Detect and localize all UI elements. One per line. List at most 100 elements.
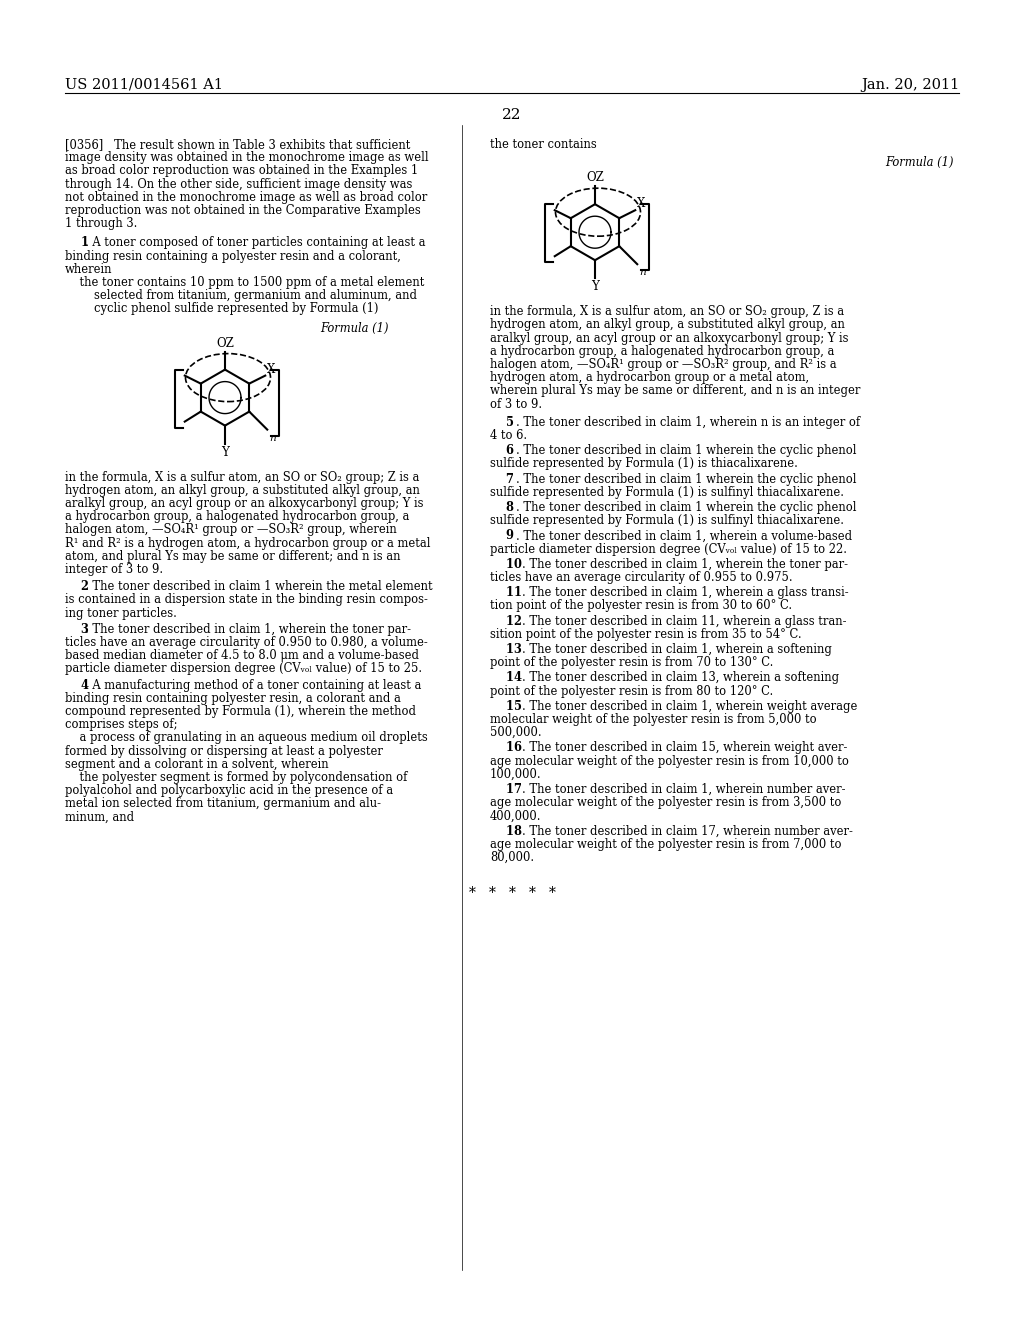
Text: a hydrocarbon group, a halogenated hydrocarbon group, a: a hydrocarbon group, a halogenated hydro… [490,345,835,358]
Text: ticles have an average circularity of 0.950 to 0.980, a volume-: ticles have an average circularity of 0.… [65,636,428,649]
Text: 9: 9 [490,529,514,543]
Text: Jan. 20, 2011: Jan. 20, 2011 [861,78,959,92]
Text: in the formula, X is a sulfur atom, an SO or SO₂ group, Z is a: in the formula, X is a sulfur atom, an S… [490,305,844,318]
Text: . The toner described in claim 1 wherein the cyclic phenol: . The toner described in claim 1 wherein… [516,445,856,457]
Text: integer of 3 to 9.: integer of 3 to 9. [65,564,163,576]
Text: . The toner described in claim 1, wherein the toner par-: . The toner described in claim 1, wherei… [85,623,411,636]
Text: cyclic phenol sulfide represented by Formula (1): cyclic phenol sulfide represented by For… [65,302,379,315]
Text: Formula (1): Formula (1) [885,156,953,169]
Text: n: n [639,268,646,277]
Text: particle diameter dispersion degree (CVᵥₒₗ value) of 15 to 25.: particle diameter dispersion degree (CVᵥ… [65,663,422,676]
Text: 22: 22 [502,108,522,121]
Text: binding resin containing a polyester resin and a colorant,: binding resin containing a polyester res… [65,249,400,263]
Text: point of the polyester resin is from 70 to 130° C.: point of the polyester resin is from 70 … [490,656,773,669]
Text: 2: 2 [65,581,89,593]
Text: n: n [269,433,275,442]
Text: polyalcohol and polycarboxylic acid in the presence of a: polyalcohol and polycarboxylic acid in t… [65,784,393,797]
Text: a hydrocarbon group, a halogenated hydrocarbon group, a: a hydrocarbon group, a halogenated hydro… [65,511,410,523]
Text: . The toner described in claim 15, wherein weight aver-: . The toner described in claim 15, where… [522,742,848,755]
Text: 8: 8 [490,502,514,513]
Text: 17: 17 [490,783,522,796]
Text: hydrogen atom, an alkyl group, a substituted alkyl group, an: hydrogen atom, an alkyl group, a substit… [65,484,420,496]
Text: metal ion selected from titanium, germanium and alu-: metal ion selected from titanium, german… [65,797,381,810]
Text: sulfide represented by Formula (1) is sulfinyl thiacalixarene.: sulfide represented by Formula (1) is su… [490,486,844,499]
Text: 13: 13 [490,643,522,656]
Text: wherein plural Ys may be same or different, and n is an integer: wherein plural Ys may be same or differe… [490,384,860,397]
Text: through 14. On the other side, sufficient image density was: through 14. On the other side, sufficien… [65,178,413,190]
Text: halogen atom, —SO₄R¹ group or —SO₃R² group, wherein: halogen atom, —SO₄R¹ group or —SO₃R² gro… [65,524,396,536]
Text: halogen atom, —SO₄R¹ group or —SO₃R² group, and R² is a: halogen atom, —SO₄R¹ group or —SO₃R² gro… [490,358,837,371]
Text: image density was obtained in the monochrome image as well: image density was obtained in the monoch… [65,152,429,164]
Text: 15: 15 [490,700,522,713]
Text: comprises steps of;: comprises steps of; [65,718,177,731]
Text: [0356]   The result shown in Table 3 exhibits that sufficient: [0356] The result shown in Table 3 exhib… [65,139,411,150]
Text: . The toner described in claim 1, wherein n is an integer of: . The toner described in claim 1, wherei… [516,416,860,429]
Text: the toner contains: the toner contains [490,139,597,150]
Text: reproduction was not obtained in the Comparative Examples: reproduction was not obtained in the Com… [65,205,421,216]
Text: 10: 10 [490,558,522,570]
Text: Formula (1): Formula (1) [319,322,388,334]
Text: . The toner described in claim 13, wherein a softening: . The toner described in claim 13, where… [522,672,839,684]
Text: hydrogen atom, a hydrocarbon group or a metal atom,: hydrogen atom, a hydrocarbon group or a … [490,371,809,384]
Text: X: X [267,363,275,376]
Text: X: X [637,197,645,210]
Text: . A manufacturing method of a toner containing at least a: . A manufacturing method of a toner cont… [85,678,421,692]
Text: 7: 7 [490,473,514,486]
Text: . A toner composed of toner particles containing at least a: . A toner composed of toner particles co… [85,236,426,249]
Text: as broad color reproduction was obtained in the Examples 1: as broad color reproduction was obtained… [65,165,418,177]
Text: a process of granulating in an aqueous medium oil droplets: a process of granulating in an aqueous m… [65,731,428,744]
Text: . The toner described in claim 1, wherein a volume-based: . The toner described in claim 1, wherei… [516,529,852,543]
Text: based median diameter of 4.5 to 8.0 μm and a volume-based: based median diameter of 4.5 to 8.0 μm a… [65,649,419,663]
Text: 400,000.: 400,000. [490,809,542,822]
Text: . The toner described in claim 1, wherein weight average: . The toner described in claim 1, wherei… [522,700,857,713]
Text: compound represented by Formula (1), wherein the method: compound represented by Formula (1), whe… [65,705,416,718]
Text: aralkyl group, an acyl group or an alkoxycarbonyl group; Y is: aralkyl group, an acyl group or an alkox… [65,498,424,510]
Text: 1: 1 [65,236,89,249]
Text: 5: 5 [490,416,514,429]
Text: age molecular weight of the polyester resin is from 10,000 to: age molecular weight of the polyester re… [490,755,849,768]
Text: age molecular weight of the polyester resin is from 3,500 to: age molecular weight of the polyester re… [490,796,842,809]
Text: sulfide represented by Formula (1) is thiacalixarene.: sulfide represented by Formula (1) is th… [490,458,798,470]
Text: in the formula, X is a sulfur atom, an SO or SO₂ group; Z is a: in the formula, X is a sulfur atom, an S… [65,471,420,483]
Text: wherein: wherein [65,263,113,276]
Text: formed by dissolving or dispersing at least a polyester: formed by dissolving or dispersing at le… [65,744,383,758]
Text: particle diameter dispersion degree (CVᵥₒₗ value) of 15 to 22.: particle diameter dispersion degree (CVᵥ… [490,543,847,556]
Text: ing toner particles.: ing toner particles. [65,607,177,619]
Text: the polyester segment is formed by polycondensation of: the polyester segment is formed by polyc… [65,771,408,784]
Text: . The toner described in claim 1, wherein number aver-: . The toner described in claim 1, wherei… [522,783,846,796]
Text: . The toner described in claim 1 wherein the cyclic phenol: . The toner described in claim 1 wherein… [516,473,856,486]
Text: 80,000.: 80,000. [490,851,535,865]
Text: . The toner described in claim 1, wherein a softening: . The toner described in claim 1, wherei… [522,643,831,656]
Text: 100,000.: 100,000. [490,768,542,781]
Text: . The toner described in claim 1 wherein the metal element: . The toner described in claim 1 wherein… [85,581,432,593]
Text: 18: 18 [490,825,522,838]
Text: *   *   *   *   *: * * * * * [469,886,555,900]
Text: the toner contains 10 ppm to 1500 ppm of a metal element: the toner contains 10 ppm to 1500 ppm of… [65,276,424,289]
Text: sition point of the polyester resin is from 35 to 54° C.: sition point of the polyester resin is f… [490,628,802,640]
Text: 11: 11 [490,586,522,599]
Text: . The toner described in claim 11, wherein a glass tran-: . The toner described in claim 11, where… [522,615,847,627]
Text: 3: 3 [65,623,89,636]
Text: aralkyl group, an acyl group or an alkoxycarbonyl group; Y is: aralkyl group, an acyl group or an alkox… [490,331,849,345]
Text: OZ: OZ [586,172,604,185]
Text: . The toner described in claim 1, wherein the toner par-: . The toner described in claim 1, wherei… [522,558,848,570]
Text: R¹ and R² is a hydrogen atom, a hydrocarbon group or a metal: R¹ and R² is a hydrogen atom, a hydrocar… [65,537,430,549]
Text: hydrogen atom, an alkyl group, a substituted alkyl group, an: hydrogen atom, an alkyl group, a substit… [490,318,845,331]
Text: selected from titanium, germanium and aluminum, and: selected from titanium, germanium and al… [65,289,417,302]
Text: tion point of the polyester resin is from 30 to 60° C.: tion point of the polyester resin is fro… [490,599,793,612]
Text: 4 to 6.: 4 to 6. [490,429,527,442]
Text: . The toner described in claim 1, wherein a glass transi-: . The toner described in claim 1, wherei… [522,586,849,599]
Text: minum, and: minum, and [65,810,134,824]
Text: is contained in a dispersion state in the binding resin compos-: is contained in a dispersion state in th… [65,594,428,606]
Text: 500,000.: 500,000. [490,726,542,739]
Text: not obtained in the monochrome image as well as broad color: not obtained in the monochrome image as … [65,191,427,203]
Text: molecular weight of the polyester resin is from 5,000 to: molecular weight of the polyester resin … [490,713,816,726]
Text: Y: Y [591,280,599,293]
Text: segment and a colorant in a solvent, wherein: segment and a colorant in a solvent, whe… [65,758,329,771]
Text: sulfide represented by Formula (1) is sulfinyl thiacalixarene.: sulfide represented by Formula (1) is su… [490,515,844,527]
Text: US 2011/0014561 A1: US 2011/0014561 A1 [65,78,223,92]
Text: . The toner described in claim 1 wherein the cyclic phenol: . The toner described in claim 1 wherein… [516,502,856,513]
Text: binding resin containing polyester resin, a colorant and a: binding resin containing polyester resin… [65,692,400,705]
Text: 14: 14 [490,672,522,684]
Text: point of the polyester resin is from 80 to 120° C.: point of the polyester resin is from 80 … [490,685,773,697]
